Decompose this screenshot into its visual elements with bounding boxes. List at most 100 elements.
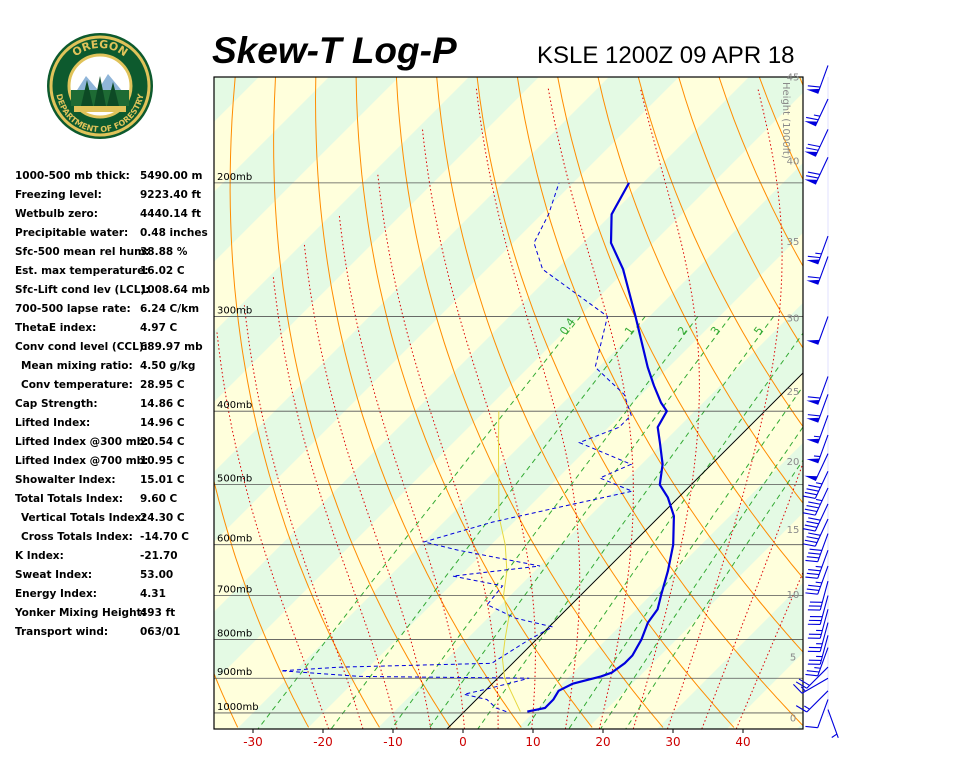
wind-barb <box>806 256 829 285</box>
stat-row: ThetaE index: 4.97 C <box>15 320 215 339</box>
parcel-trace <box>497 411 521 712</box>
station-time-label: KSLE 1200Z 09 APR 18 <box>537 42 795 69</box>
stat-row: Wetbulb zero: 4440.14 ft <box>15 206 215 225</box>
wind-barb <box>805 533 829 563</box>
pressure-label: 200mb <box>217 172 252 183</box>
dry-adiabat <box>89 77 167 727</box>
stat-value: 9.60 C <box>140 493 178 505</box>
height-tick-label: 25 <box>787 387 800 398</box>
stat-row: Cap Strength: 14.86 C <box>15 396 215 415</box>
wind-barb-full <box>798 678 810 686</box>
stat-row: Energy Index: 4.31 <box>15 586 215 605</box>
wind-barb <box>807 595 829 625</box>
wind-barb <box>806 316 829 345</box>
wind-barb-full <box>806 556 820 559</box>
wind-barb-staff <box>819 580 829 611</box>
temperature-tick-label: 40 <box>735 735 750 749</box>
wind-barb-staff <box>817 699 829 728</box>
isotherm-band <box>726 652 803 729</box>
stat-row: Sweat Index: 53.00 <box>15 567 215 586</box>
wind-barb-full <box>809 548 822 552</box>
wind-barb-pennant <box>806 88 820 94</box>
wind-barb-staff <box>817 415 829 444</box>
stat-value: 53.00 <box>140 569 174 581</box>
wind-barb <box>806 376 829 405</box>
wind-barb-half <box>815 482 823 485</box>
wind-barb-staff <box>827 709 839 739</box>
stat-row: Cross Totals Index: -14.70 C <box>15 529 215 548</box>
stat-value: 4.31 <box>140 588 166 600</box>
wind-barb-full <box>805 673 818 677</box>
wind-barb-staff <box>817 316 829 345</box>
wind-barb <box>806 434 829 464</box>
stat-label: Sfc-500 mean rel hum: <box>15 246 150 258</box>
wind-barb-staff <box>819 622 829 652</box>
wind-barb <box>827 709 839 739</box>
temperature-tick-label: -20 <box>313 735 333 749</box>
stat-value: 14.96 C <box>140 417 185 429</box>
height-tick-label: 40 <box>787 157 800 168</box>
wind-barb-half <box>804 705 810 710</box>
stat-row: Yonker Mixing Height: 493 ft <box>15 605 215 624</box>
isotherm-band <box>214 77 749 612</box>
stat-label: K Index: <box>15 550 64 562</box>
wind-barb <box>803 518 829 547</box>
stat-row: Conv temperature: 28.95 C <box>15 377 215 396</box>
wind-barb-staff <box>817 235 829 265</box>
stat-label: Sweat Index: <box>15 569 93 581</box>
stat-label: Lifted Index: <box>15 417 91 429</box>
wind-barb-full <box>806 588 820 591</box>
stat-label: 700-500 lapse rate: <box>15 303 131 315</box>
wind-barb-full <box>805 576 818 579</box>
wind-barb-half <box>813 435 821 438</box>
wind-barb-full <box>808 532 821 536</box>
wind-barb <box>803 503 829 532</box>
temperature-tick-label: 30 <box>665 735 680 749</box>
wind-barb-full <box>806 504 819 509</box>
wind-barb-staff <box>817 647 829 676</box>
wind-barb <box>804 98 829 127</box>
wind-barb-full <box>806 572 820 576</box>
temperature-tick-label: -10 <box>383 735 403 749</box>
wind-barb <box>807 622 829 653</box>
zero-isotherm <box>446 372 803 729</box>
pressure-label: 900mb <box>217 667 252 678</box>
wind-barb-full <box>803 495 816 499</box>
wind-barb-full <box>808 552 821 555</box>
stat-row: 1000-500 mb thick: 5490.00 m <box>15 168 215 187</box>
wind-barb-staff <box>819 595 829 625</box>
dewpoint-trace <box>281 182 634 713</box>
wind-barb <box>805 565 829 595</box>
wind-barb-staff <box>814 129 829 157</box>
stat-label: Wetbulb zero: <box>15 208 98 220</box>
wind-barb <box>806 415 829 444</box>
wind-barb-full <box>808 501 821 505</box>
stat-row: Total Totals Index: 9.60 C <box>15 491 215 510</box>
stat-row: Transport wind: 063/01 <box>15 624 215 643</box>
wind-barb-full <box>804 524 818 528</box>
stat-label: Mean mixing ratio: <box>21 360 133 372</box>
stat-row: Sfc-Lift cond lev (LCL): 1008.64 mb <box>15 282 215 301</box>
wind-barb-half <box>814 667 821 669</box>
wind-barb-full <box>804 491 818 496</box>
wind-barb-full <box>806 488 819 492</box>
wind-barb-pennant <box>804 475 818 481</box>
dry-adiabat <box>273 77 451 728</box>
wind-barb-staff <box>814 518 829 547</box>
wind-barb-pennant <box>804 121 818 127</box>
wind-barb <box>795 666 829 689</box>
wind-barb-staff <box>814 503 829 532</box>
stat-label: Sfc-Lift cond lev (LCL): <box>15 284 150 296</box>
wind-barb <box>807 635 829 665</box>
wind-barb-full <box>803 528 816 532</box>
stat-label: Cross Totals Index: <box>21 531 133 543</box>
mixing-ratio-line <box>330 316 646 729</box>
moist-adiabat <box>243 305 364 729</box>
wind-barb-full <box>804 539 818 544</box>
moist-adiabat <box>272 275 398 729</box>
pressure-label: 600mb <box>217 534 252 545</box>
height-tick-label: 5 <box>790 653 796 664</box>
stat-value: -14.70 C <box>140 531 189 543</box>
isotherm-band <box>214 77 469 332</box>
wind-barb-full <box>807 276 821 279</box>
